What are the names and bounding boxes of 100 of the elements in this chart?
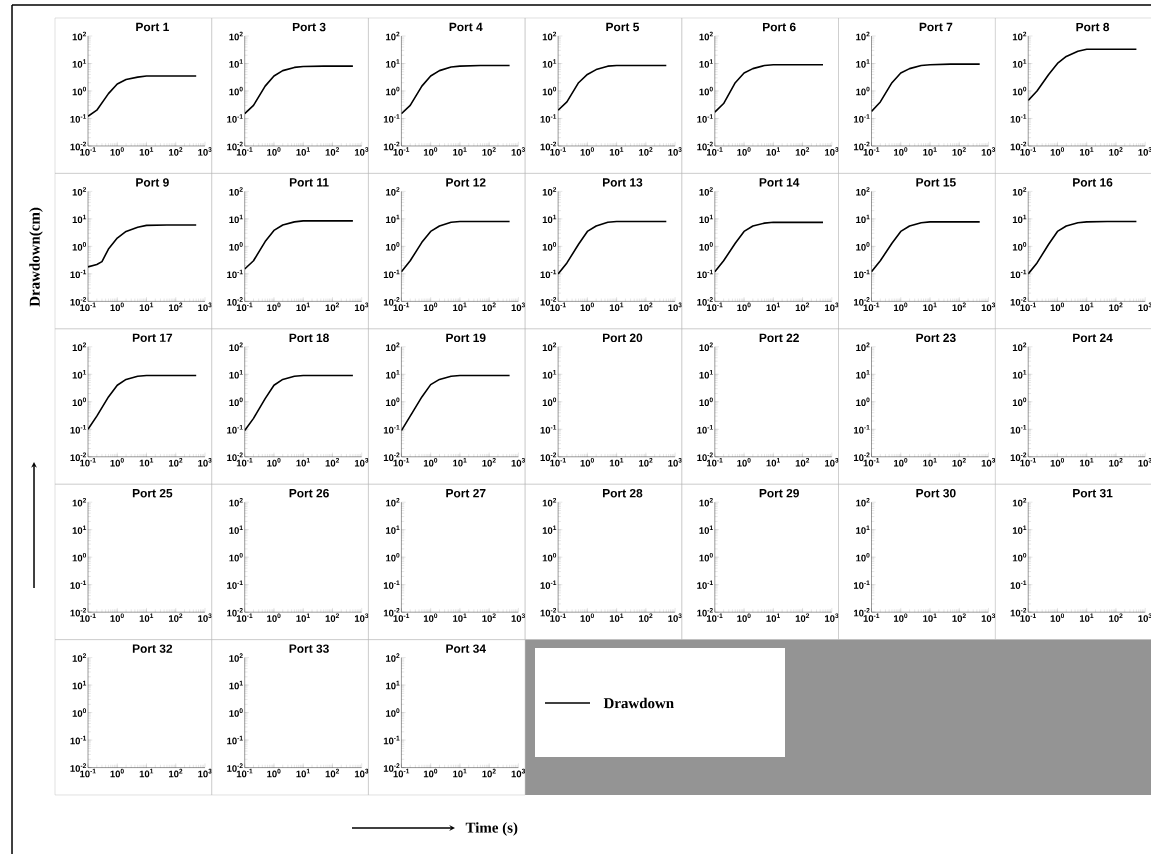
x-tick-label: 10$^{0}$ [1050, 613, 1065, 622]
y-tick-label: 10$^{2}$ [386, 653, 400, 662]
x-tick-label: 10$^{3}$ [1138, 147, 1151, 156]
y-tick-label: 10$^{2}$ [1012, 342, 1027, 352]
x-tick-label: 10$^{0}$ [1050, 147, 1065, 156]
x-tick-label: 10$^{0}$ [267, 457, 281, 467]
x-tick-label: 10$^{-1}$ [550, 147, 566, 156]
x-tick-label: 10$^{1}$ [923, 147, 937, 156]
x-tick-label: 10$^{0}$ [423, 302, 438, 312]
chart-title: Port 6 [763, 22, 796, 32]
chart-title: Port 17 [132, 333, 173, 342]
y-tick-label: 10$^{1}$ [72, 214, 87, 224]
x-tick-label: 10$^{2}$ [1109, 613, 1123, 622]
y-tick-label: 10$^{0}$ [542, 86, 557, 96]
y-tick-label: 10$^{0}$ [856, 86, 870, 96]
y-tick-label: 10$^{2}$ [72, 31, 87, 41]
chart-title: Port 13 [602, 178, 643, 187]
y-tick-label: 10$^{-1}$ [540, 269, 557, 279]
x-tick-label: 10$^{0}$ [737, 302, 751, 312]
y-tick-label: 10$^{1}$ [856, 59, 870, 68]
x-tick-label: 10$^{-1}$ [863, 147, 880, 156]
y-tick-label: 10$^{1}$ [1012, 214, 1027, 224]
y-tick-label: 10$^{0}$ [699, 86, 713, 96]
y-tick-label: 10$^{-1}$ [227, 114, 243, 123]
y-tick-label: 10$^{1}$ [229, 525, 243, 534]
y-tick-label: 10$^{0}$ [699, 552, 713, 562]
x-tick-label: 10$^{3}$ [981, 147, 996, 156]
y-tick-label: 10$^{1}$ [542, 525, 557, 534]
x-tick-label: 10$^{3}$ [825, 147, 839, 156]
y-tick-label: 10$^{-1}$ [1010, 114, 1027, 123]
x-tick-label: 10$^{0}$ [267, 768, 281, 778]
y-tick-label: 10$^{2}$ [699, 31, 713, 41]
x-tick-label: 10$^{0}$ [894, 457, 908, 467]
y-tick-label: 10$^{-1}$ [383, 735, 400, 745]
x-tick-label: 10$^{2}$ [795, 613, 810, 622]
x-tick-label: 10$^{2}$ [168, 302, 183, 312]
x-tick-label: 10$^{3}$ [354, 457, 369, 467]
y-tick-label: 10$^{0}$ [1012, 86, 1027, 96]
y-tick-label: 10$^{0}$ [229, 397, 243, 407]
x-tick-label: 10$^{1}$ [923, 302, 937, 312]
y-tick-label: 10$^{-1}$ [383, 425, 400, 434]
chart-title: Port 32 [132, 644, 173, 653]
y-tick-label: 10$^{-1}$ [540, 425, 557, 434]
x-tick-label: 10$^{0}$ [423, 613, 438, 622]
x-tick-label: 10$^{3}$ [668, 302, 682, 312]
y-tick-label: 10$^{0}$ [229, 552, 243, 562]
chart-title: Port 4 [449, 22, 483, 32]
x-tick-label: 10$^{-1}$ [863, 613, 880, 622]
x-tick-label: 10$^{-1}$ [1020, 302, 1036, 312]
x-tick-label: 10$^{1}$ [766, 147, 780, 156]
x-tick-label: 10$^{1}$ [139, 147, 154, 156]
x-tick-label: 10$^{0}$ [110, 147, 124, 156]
y-tick-label: 10$^{1}$ [72, 680, 87, 690]
x-tick-label: 10$^{1}$ [453, 302, 467, 312]
x-tick-label: 10$^{0}$ [110, 768, 124, 778]
y-tick-label: 10$^{1}$ [229, 59, 243, 68]
x-tick-label: 10$^{2}$ [325, 613, 340, 622]
y-tick-label: 10$^{2}$ [699, 497, 713, 507]
x-tick-label: 10$^{2}$ [952, 302, 966, 312]
y-tick-label: 10$^{0}$ [386, 242, 400, 251]
y-tick-label: 10$^{1}$ [699, 525, 713, 534]
x-tick-label: 10$^{3}$ [981, 302, 996, 312]
y-tick-label: 10$^{2}$ [72, 187, 87, 196]
x-tick-label: 10$^{-1}$ [393, 302, 410, 312]
x-tick-label: 10$^{1}$ [923, 613, 937, 622]
x-tick-label: 10$^{3}$ [981, 457, 996, 467]
y-tick-label: 10$^{0}$ [229, 242, 243, 251]
y-tick-label: 10$^{0}$ [386, 86, 400, 96]
chart-title: Port 12 [446, 178, 486, 187]
y-tick-label: 10$^{-1}$ [70, 269, 87, 279]
x-tick-label: 10$^{3}$ [511, 147, 526, 156]
y-tick-label: 10$^{2}$ [1012, 497, 1027, 507]
x-tick-label: 10$^{-1}$ [863, 302, 880, 312]
x-tick-label: 10$^{-1}$ [393, 768, 410, 778]
x-tick-label: 10$^{-1}$ [80, 613, 96, 622]
x-tick-label: 10$^{-1}$ [1020, 147, 1036, 156]
x-tick-label: 10$^{-1}$ [80, 768, 96, 778]
x-tick-label: 10$^{0}$ [267, 147, 281, 156]
y-tick-label: 10$^{2}$ [72, 342, 87, 352]
x-tick-label: 10$^{3}$ [354, 147, 369, 156]
y-tick-label: 10$^{1}$ [386, 214, 400, 224]
x-tick-label: 10$^{2}$ [952, 613, 966, 622]
y-tick-label: 10$^{-1}$ [383, 580, 400, 589]
y-tick-label: 10$^{2}$ [699, 187, 713, 196]
x-tick-label: 10$^{2}$ [639, 302, 653, 312]
x-tick-label: 10$^{1}$ [139, 613, 154, 622]
y-tick-label: 10$^{0}$ [542, 397, 557, 407]
chart-title: Port 23 [916, 333, 956, 343]
x-tick-label: 10$^{3}$ [668, 457, 682, 467]
x-tick-label: 10$^{1}$ [1079, 457, 1094, 467]
y-tick-label: 10$^{0}$ [72, 552, 87, 562]
x-tick-label: 10$^{-1}$ [393, 147, 410, 156]
y-tick-label: 10$^{2}$ [1012, 187, 1027, 196]
x-tick-label: 10$^{3}$ [1138, 613, 1151, 622]
y-tick-label: 10$^{1}$ [1012, 525, 1027, 534]
y-tick-label: 10$^{0}$ [72, 86, 87, 96]
y-tick-label: 10$^{2}$ [72, 497, 87, 507]
x-tick-label: 10$^{3}$ [1138, 302, 1151, 312]
y-tick-label: 10$^{0}$ [386, 708, 400, 717]
x-tick-label: 10$^{2}$ [639, 147, 653, 156]
